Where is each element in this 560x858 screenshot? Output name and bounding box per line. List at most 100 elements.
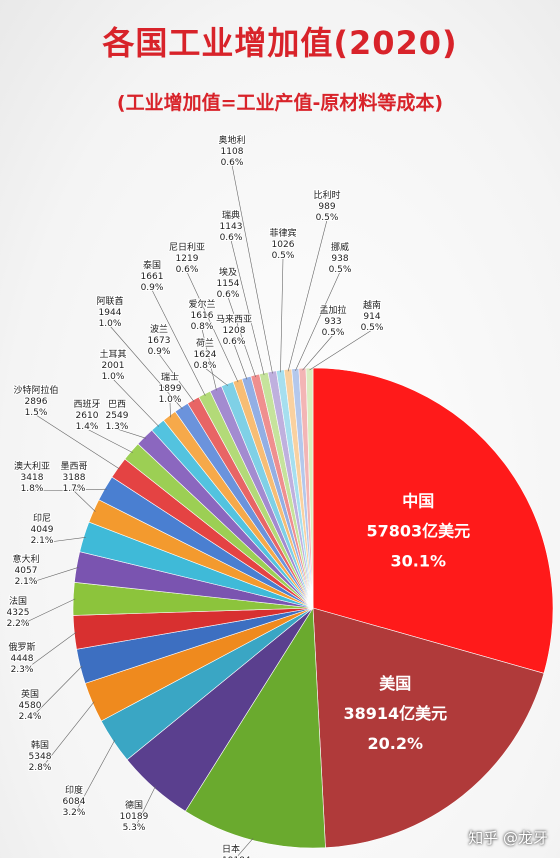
- slice-label-6-line2: 2.4%: [19, 712, 42, 722]
- slice-label-4-line1: 6084: [63, 797, 86, 807]
- slice-label-21-line1: 1616: [191, 311, 214, 321]
- slice-label-32-line0: 越南: [363, 299, 381, 311]
- leader-line-13: [35, 414, 120, 470]
- leader-line-11: [73, 490, 96, 512]
- slice-label-25-line0: 埃及: [219, 266, 237, 278]
- pie-slice-2: [184, 607, 326, 849]
- slice-label-30-line0: 挪威: [331, 241, 349, 253]
- slice-label-31-line0: 孟加拉: [319, 304, 346, 316]
- leader-line-24: [233, 343, 248, 380]
- slice-label-9-line1: 4057: [15, 566, 38, 576]
- leader-line-31: [302, 334, 334, 371]
- slice-label-29-line1: 989: [318, 202, 335, 212]
- leader-line-29: [287, 219, 328, 372]
- leader-line-21: [201, 328, 217, 391]
- slice-label-3-line2: 5.3%: [123, 823, 146, 833]
- slice-label-6-line1: 4580: [19, 701, 42, 711]
- slice-label-24-line1: 1208: [223, 326, 246, 336]
- slice-label-20-line0: 泰国: [143, 259, 161, 271]
- slice-label-1-line2: 20.2%: [368, 734, 424, 753]
- leader-line-2: [235, 838, 254, 858]
- slice-label-4-line2: 3.2%: [63, 808, 86, 818]
- slice-label-20-line2: 0.9%: [141, 283, 164, 293]
- leader-line-10: [41, 537, 86, 544]
- leader-line-14: [86, 428, 133, 453]
- leader-line-15: [116, 428, 147, 439]
- slice-label-5-line2: 2.8%: [29, 763, 52, 773]
- slice-label-2-line1: 19184: [222, 856, 251, 858]
- leader-line-3: [133, 786, 156, 831]
- leader-line-30: [295, 271, 341, 371]
- slice-label-23-line0: 尼日利亚: [169, 241, 205, 253]
- slice-label-16-line1: 2001: [102, 361, 125, 371]
- slice-label-15-line0: 巴西: [108, 399, 126, 410]
- slice-label-18-line0: 阿联酋: [96, 295, 123, 307]
- leader-line-20: [151, 289, 206, 396]
- slice-label-17-line1: 1899: [159, 384, 182, 394]
- slice-label-21-line0: 爱尔兰: [188, 298, 215, 310]
- slice-label-20-line1: 1661: [141, 272, 164, 282]
- slice-label-22-line0: 荷兰: [196, 337, 214, 349]
- leader-line-12: [31, 488, 107, 492]
- slice-label-10-line2: 2.1%: [31, 536, 54, 546]
- leader-line-26: [230, 239, 265, 376]
- leader-line-19: [158, 353, 195, 402]
- chart-title: 各国工业增加值(2020): [102, 24, 458, 62]
- leader-line-27: [231, 164, 273, 374]
- slice-label-15-line2: 1.3%: [106, 422, 129, 432]
- slice-label-30-line1: 938: [331, 254, 348, 264]
- slice-label-26-line1: 1143: [220, 222, 243, 232]
- slice-label-9-line2: 2.1%: [15, 577, 38, 587]
- slice-label-3-line0: 德国: [125, 799, 143, 811]
- slice-label-5-line1: 5348: [29, 752, 52, 762]
- slice-label-24-line0: 马来西亚: [216, 314, 252, 325]
- leader-line-4: [73, 739, 116, 816]
- slice-label-7-line1: 4448: [11, 654, 34, 664]
- slice-label-12-line1: 3418: [21, 473, 44, 483]
- slice-label-0-line1: 57803亿美元: [366, 521, 470, 540]
- slice-label-26-line2: 0.6%: [220, 233, 243, 243]
- slice-label-1-line0: 美国: [379, 674, 411, 693]
- slice-label-14-line2: 1.4%: [76, 422, 99, 432]
- slice-label-13-line1: 2896: [25, 397, 48, 407]
- slice-label-18-line2: 1.0%: [99, 319, 122, 329]
- slice-label-27-line1: 1108: [221, 147, 244, 157]
- slice-label-27-line0: 奥地利: [218, 134, 245, 146]
- leader-line-32: [309, 329, 373, 371]
- slice-label-5-line0: 韩国: [31, 739, 49, 751]
- slice-label-7-line2: 2.3%: [11, 665, 34, 675]
- slice-label-3-line1: 10189: [120, 812, 149, 822]
- slice-label-1-line1: 38914亿美元: [343, 704, 447, 723]
- slice-label-15-line1: 2549: [106, 411, 129, 421]
- leader-line-7: [21, 631, 77, 673]
- watermark: 知乎 @龙牙: [468, 829, 548, 847]
- slice-label-16-line0: 土耳其: [99, 348, 126, 360]
- slice-label-32-line2: 0.5%: [361, 323, 384, 333]
- slice-label-19-line2: 0.9%: [148, 347, 171, 357]
- slice-label-9-line0: 意大利: [12, 553, 39, 565]
- leader-line-5: [39, 701, 95, 771]
- slice-label-11-line1: 3188: [63, 473, 86, 483]
- leader-line-9: [25, 567, 79, 585]
- slice-label-28-line1: 1026: [272, 240, 295, 250]
- slice-label-8-line1: 4325: [7, 608, 30, 618]
- leader-line-18: [109, 325, 183, 410]
- slice-label-7-line0: 俄罗斯: [8, 641, 35, 653]
- slice-label-28-line0: 菲律宾: [269, 227, 296, 239]
- slice-label-31-line2: 0.5%: [322, 328, 345, 338]
- leader-line-25: [227, 296, 256, 378]
- slice-label-14-line0: 西班牙: [73, 398, 100, 410]
- leader-line-22: [204, 367, 229, 386]
- slice-label-10-line0: 印尼: [33, 512, 51, 524]
- slice-label-17-line2: 1.0%: [159, 395, 182, 405]
- slice-label-23-line1: 1219: [176, 254, 199, 264]
- slice-label-25-line1: 1154: [217, 279, 240, 289]
- slice-label-2-line0: 日本: [222, 843, 240, 855]
- slice-label-11-line2: 1.7%: [63, 484, 86, 494]
- slice-label-31-line1: 933: [324, 317, 341, 327]
- slice-label-25-line2: 0.6%: [217, 290, 240, 300]
- slice-label-29-line0: 比利时: [313, 189, 340, 201]
- leader-line-23: [186, 271, 239, 383]
